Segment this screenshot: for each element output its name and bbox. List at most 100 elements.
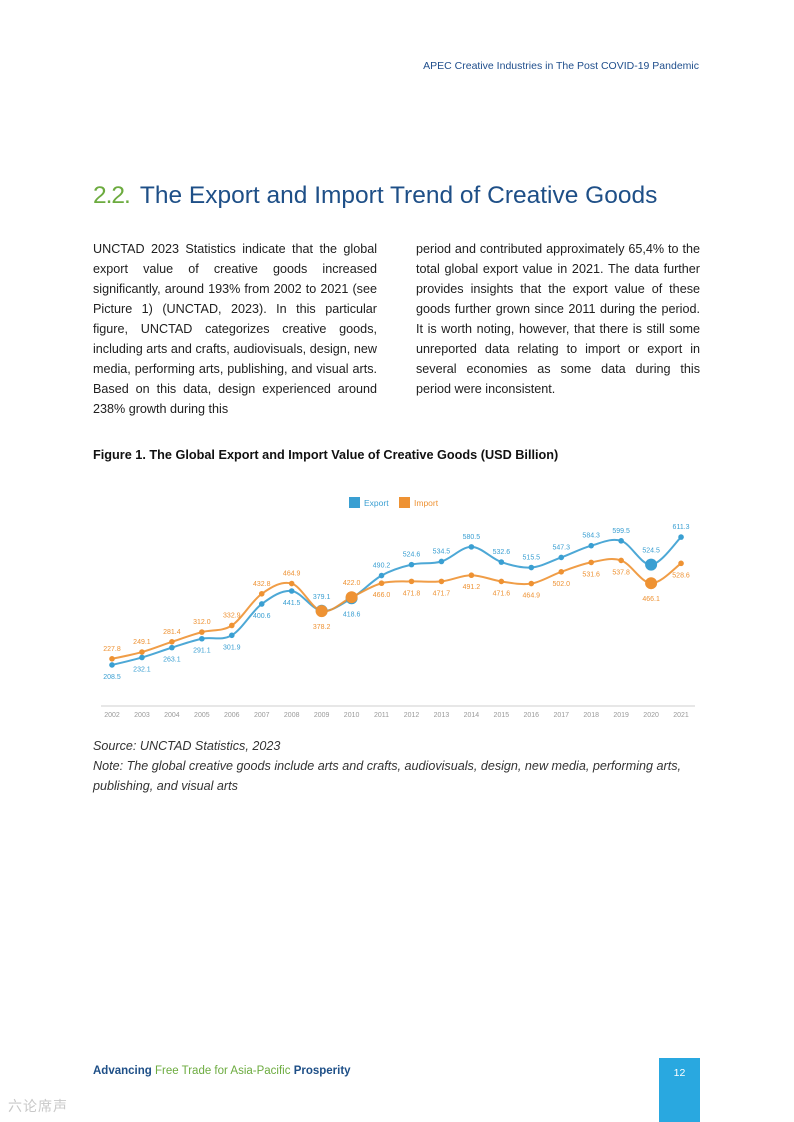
x-tick-label: 2011 (374, 712, 389, 719)
data-label-import: 471.8 (403, 590, 421, 597)
data-labels: 208.5 232.1 263.1 291.1 301.9 400.6 441.5 379.1… (103, 524, 690, 681)
data-label-export: 611.3 (673, 524, 690, 531)
data-label-import: 281.4 (163, 629, 181, 636)
legend-label-export: Export (364, 498, 389, 508)
data-label-export: 547.3 (552, 544, 570, 551)
x-tick-label: 2016 (524, 712, 540, 719)
tagline-start: Advancing (93, 1065, 152, 1077)
x-tick-label: 2002 (104, 712, 120, 719)
data-point-export (229, 632, 235, 639)
x-tick-label: 2018 (583, 712, 599, 719)
data-label-export: 379.1 (313, 594, 331, 601)
section-heading: 2.2. The Export and Import Trend of Creat… (93, 182, 713, 210)
tagline-end: Prosperity (293, 1065, 351, 1077)
data-point-import (315, 605, 328, 618)
data-point-import (229, 622, 235, 629)
footer-tagline: Advancing Free Trade for Asia-Pacific Pr… (93, 1065, 351, 1077)
data-label-import: 471.7 (433, 590, 451, 597)
data-point-import (345, 591, 358, 604)
body-text-left-column: UNCTAD 2023 Statistics indicate that the… (93, 242, 377, 416)
x-tick-label: 2017 (553, 712, 569, 719)
data-label-export: 524.5 (642, 548, 660, 555)
data-label-export: 232.1 (133, 666, 151, 673)
data-point-export (109, 662, 115, 668)
data-point-import (408, 578, 415, 585)
data-label-export: 291.1 (193, 648, 211, 655)
series-line-export (111, 536, 682, 666)
data-point-export (618, 538, 624, 544)
watermark-logo: 六论席声 (8, 1098, 68, 1114)
data-point-import (498, 578, 505, 585)
data-label-export: 599.5 (612, 528, 630, 535)
data-label-import: 466.1 (642, 596, 660, 603)
data-point-import (678, 560, 684, 567)
data-point-export (408, 561, 415, 568)
data-label-import: 378.2 (313, 624, 331, 631)
data-label-export: 441.5 (283, 600, 301, 607)
running-header: APEC Creative Industries in The Post COV… (423, 60, 699, 72)
data-label-export: 208.5 (103, 674, 121, 681)
data-point-import (199, 629, 205, 635)
data-label-import: 531.6 (582, 571, 600, 578)
data-label-import: 332.9 (223, 612, 241, 619)
page-number-box: 12 (659, 1058, 700, 1122)
data-label-export: 580.5 (463, 534, 481, 541)
source-line: Source: UNCTAD Statistics, 2023 (93, 739, 281, 753)
data-point-import (588, 559, 594, 566)
line-chart: Export Import 2002 2003 2004 2005 2006 2007 200… (101, 497, 695, 719)
data-point-import (558, 569, 565, 575)
data-point-import (378, 580, 385, 587)
figure-title: Figure 1. The Global Export and Import V… (93, 448, 559, 462)
data-point-import (288, 580, 295, 587)
data-label-import: 471.6 (493, 590, 511, 597)
x-tick-label: 2012 (404, 712, 420, 719)
x-tick-label: 2013 (434, 712, 450, 719)
legend-swatch-import (399, 497, 410, 508)
data-label-import: 227.8 (103, 646, 121, 653)
chart-legend: Export Import (349, 497, 439, 508)
x-tick-label: 2007 (254, 712, 270, 719)
x-tick-label: 2008 (284, 712, 300, 719)
data-point-import (109, 656, 115, 662)
data-point-import (645, 577, 658, 590)
x-axis: 2002 2003 2004 2005 2006 2007 2008 2009 2010 2011… (101, 705, 695, 719)
data-point-export (199, 635, 205, 642)
data-point-import (528, 580, 535, 587)
data-point-export (645, 558, 658, 571)
data-point-export (139, 654, 145, 661)
section-title: The Export and Import Trend of Creative … (139, 182, 658, 209)
data-point-export (378, 572, 385, 579)
x-tick-label: 2015 (494, 712, 510, 719)
x-tick-label: 2004 (164, 712, 180, 719)
data-point-export (678, 534, 684, 540)
data-point-export (588, 542, 594, 549)
data-point-import (169, 639, 175, 645)
data-label-import: 422.0 (343, 580, 361, 587)
data-point-import (139, 649, 145, 655)
data-points (109, 534, 684, 668)
tagline-middle: Free Trade for Asia-Pacific (151, 1065, 294, 1077)
data-label-export: 534.5 (433, 548, 451, 555)
data-label-export: 524.6 (403, 552, 421, 559)
data-label-export: 301.9 (223, 644, 241, 651)
data-label-export: 490.2 (373, 563, 391, 570)
section-number: 2.2. (93, 182, 131, 209)
x-tick-label: 2003 (134, 712, 150, 719)
x-tick-label: 2005 (194, 712, 210, 719)
data-label-export: 584.3 (582, 533, 600, 540)
data-label-export: 532.6 (493, 549, 511, 556)
data-label-import: 537.8 (612, 569, 630, 576)
x-tick-label: 2009 (314, 712, 330, 719)
x-tick-label: 2021 (673, 712, 689, 719)
data-point-import (258, 590, 265, 597)
data-label-import: 464.9 (283, 571, 301, 578)
data-point-export (558, 554, 565, 561)
data-point-export (438, 558, 445, 565)
data-point-import (438, 578, 445, 585)
source-note: Note: The global creative goods include … (93, 759, 682, 793)
figure-source: Source: UNCTAD Statistics, 2023 Note: Th… (93, 736, 703, 796)
data-label-export: 515.5 (523, 555, 541, 562)
legend-label-import: Import (414, 498, 439, 508)
page-number: 12 (673, 1067, 686, 1079)
data-label-import: 464.9 (523, 593, 541, 600)
